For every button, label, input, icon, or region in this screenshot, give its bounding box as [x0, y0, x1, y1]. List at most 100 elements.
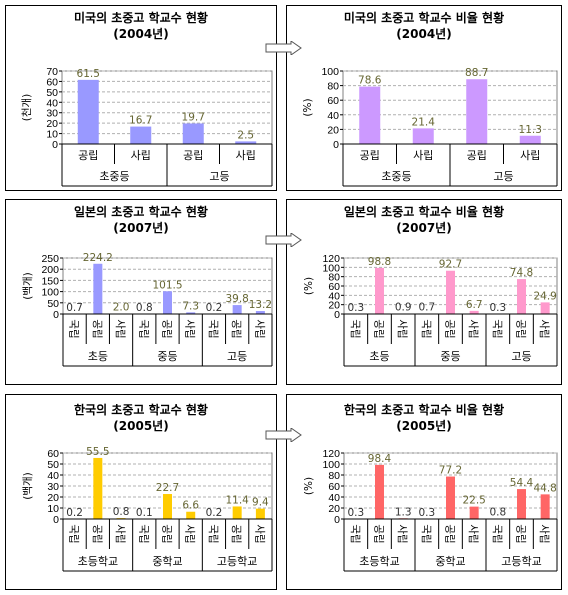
data-label: 101.5 — [152, 279, 182, 291]
data-label: 0.7 — [66, 302, 83, 314]
y-tick-label: 100 — [321, 66, 339, 78]
bar — [130, 126, 152, 144]
bar — [232, 506, 242, 519]
y-tick-label: 0 — [53, 514, 59, 526]
category-label: 공립 — [444, 319, 457, 338]
chart-subtitle: (2007년) — [113, 221, 169, 235]
category-label: 공립 — [444, 524, 457, 543]
data-label: 0.1 — [136, 507, 153, 519]
category-label: 공립 — [373, 524, 386, 543]
data-label: 2.0 — [113, 302, 130, 314]
bar — [77, 79, 99, 144]
bar — [163, 494, 172, 519]
group-label: 초등 — [88, 350, 108, 363]
y-tick-label: 80 — [328, 272, 340, 284]
category-label: 사립 — [396, 319, 409, 338]
bar — [235, 141, 257, 144]
y-tick-label: 70 — [46, 66, 58, 78]
bar — [255, 311, 265, 314]
group-label: 중등 — [157, 350, 177, 363]
category-label: 사립 — [538, 319, 551, 338]
data-label: 39.8 — [225, 293, 248, 305]
right-arrow-icon — [265, 428, 302, 442]
bar — [232, 305, 242, 314]
category-label: 공립 — [91, 319, 104, 338]
category-label: 사립 — [538, 524, 551, 543]
bar — [517, 279, 526, 314]
panel-us-count: 미국의 초중고 학교수 현황 (2004년) 0 10 20 30 40 50 60 70 (천… — [5, 5, 277, 191]
category-label: 사립 — [184, 319, 197, 338]
data-label: 0.8 — [136, 302, 153, 314]
data-label: 88.7 — [465, 67, 488, 79]
category-label: 공립 — [183, 149, 203, 162]
y-axis-label: (백개) — [22, 272, 34, 300]
bar — [466, 79, 488, 144]
group-label: 초등학교 — [78, 555, 118, 568]
bar — [375, 464, 384, 519]
data-label: 0.2 — [206, 302, 223, 314]
panel-kr-ratio: 한국의 초중고 학교수 비율 현황 (2005년) 0 20 40 60 80 100 12… — [286, 394, 562, 590]
category-label: 사립 — [114, 319, 127, 338]
category-label: 공립 — [161, 319, 174, 338]
bar — [469, 506, 479, 519]
data-label: 54.4 — [510, 477, 534, 489]
category-label: 국립 — [349, 319, 362, 338]
bar — [540, 302, 550, 314]
category-label: 공립 — [515, 319, 528, 338]
y-tick-label: 60 — [47, 448, 59, 460]
y-tick-label: 40 — [328, 492, 340, 504]
y-tick-label: 10 — [47, 503, 59, 515]
y-tick-label: 50 — [47, 459, 59, 471]
category-label: 사립 — [236, 149, 256, 162]
category-label: 사립 — [396, 524, 409, 543]
data-label: 21.4 — [412, 116, 436, 128]
data-label: 77.2 — [439, 465, 462, 477]
category-label: 국립 — [491, 524, 504, 543]
category-label: 국립 — [137, 319, 150, 338]
chart-subtitle: (2005년) — [396, 419, 452, 433]
y-tick-label: 20 — [328, 300, 340, 312]
category-label: 사립 — [131, 149, 151, 162]
data-label: 9.4 — [252, 497, 269, 509]
data-label: 98.8 — [368, 256, 391, 268]
y-tick-label: 30 — [46, 108, 58, 120]
data-label: 0.3 — [347, 302, 364, 314]
data-label: 2.5 — [237, 129, 254, 141]
category-label: 공립 — [230, 524, 243, 543]
data-label: 22.5 — [462, 495, 485, 507]
chart-subtitle: (2004년) — [396, 27, 452, 41]
data-label: 0.2 — [206, 507, 223, 519]
bar — [359, 86, 381, 144]
y-tick-label: 20 — [327, 124, 339, 136]
category-label: 사립 — [114, 524, 127, 543]
data-label: 19.7 — [182, 111, 205, 123]
category-label: 공립 — [360, 149, 380, 162]
bar — [517, 489, 526, 519]
category-label: 사립 — [413, 149, 433, 162]
data-label: 24.9 — [533, 290, 556, 302]
group-label: 중학교 — [152, 555, 182, 568]
panel-jp-ratio: 일본의 초중고 학교수 비율 현황 (2007년) 0 20 40 60 80 100 12… — [286, 199, 562, 385]
chart-subtitle: (2007년) — [396, 221, 452, 235]
y-axis-label: (백개) — [22, 472, 34, 500]
data-label: 78.6 — [358, 75, 382, 87]
bar — [182, 123, 204, 144]
category-label: 공립 — [373, 319, 386, 338]
y-tick-label: 20 — [47, 492, 59, 504]
y-tick-label: 40 — [46, 97, 58, 109]
bar — [446, 270, 455, 314]
chart-title: 미국의 초중고 학교수 비율 현황 — [343, 11, 505, 25]
data-label: 0.3 — [489, 302, 506, 314]
category-label: 사립 — [467, 524, 480, 543]
group-label: 초중등 — [99, 170, 129, 183]
data-label: 0.2 — [66, 507, 83, 519]
y-tick-label: 50 — [46, 87, 58, 99]
category-label: 공립 — [91, 524, 104, 543]
data-label: 224.2 — [83, 252, 113, 264]
bar — [469, 310, 479, 314]
y-axis-label: (천개) — [21, 94, 33, 122]
data-label: 0.3 — [418, 507, 435, 519]
